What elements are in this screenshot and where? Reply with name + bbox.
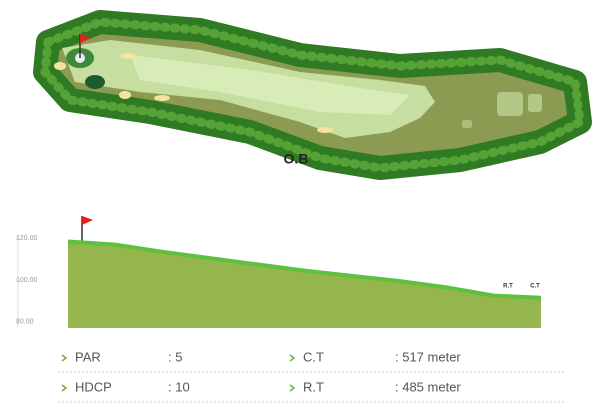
flag <box>80 34 91 43</box>
info-cell: : 485 meter <box>395 379 461 394</box>
bullet-icon <box>61 354 68 362</box>
ob-label: O.B <box>284 151 309 167</box>
info-cell: : 10 <box>168 379 190 394</box>
y-tick-label: 100.00 <box>16 277 38 284</box>
y-tick-label: 80.00 <box>16 319 34 326</box>
fairway-center <box>130 55 410 115</box>
tee-box <box>528 94 542 112</box>
profile-flag <box>82 216 93 225</box>
tree-texture <box>40 17 585 173</box>
tee-label: C.T <box>530 284 540 290</box>
info-cell: : 517 meter <box>395 349 461 364</box>
info-cell: HDCP <box>75 379 112 394</box>
info-cell: PAR <box>75 349 101 364</box>
bunker <box>317 127 333 133</box>
bunker <box>119 91 131 99</box>
bullet-icon <box>289 354 296 362</box>
info-cell: : 5 <box>168 349 182 364</box>
y-tick-label: 120.00 <box>16 235 38 242</box>
tee-label: R.T <box>503 284 513 290</box>
elevation-line <box>67 239 542 300</box>
bullet-icon <box>289 384 296 392</box>
hole-map: O.B <box>33 10 592 180</box>
bunker <box>120 53 136 59</box>
bullet-icon <box>61 384 68 392</box>
bunker <box>54 62 66 70</box>
tee-box <box>497 92 523 116</box>
bunker <box>154 95 170 101</box>
info-cell: C.T <box>303 349 324 364</box>
tee-box <box>462 120 472 128</box>
water <box>85 75 105 89</box>
info-cell: R.T <box>303 379 324 394</box>
elevation-area <box>68 241 541 328</box>
